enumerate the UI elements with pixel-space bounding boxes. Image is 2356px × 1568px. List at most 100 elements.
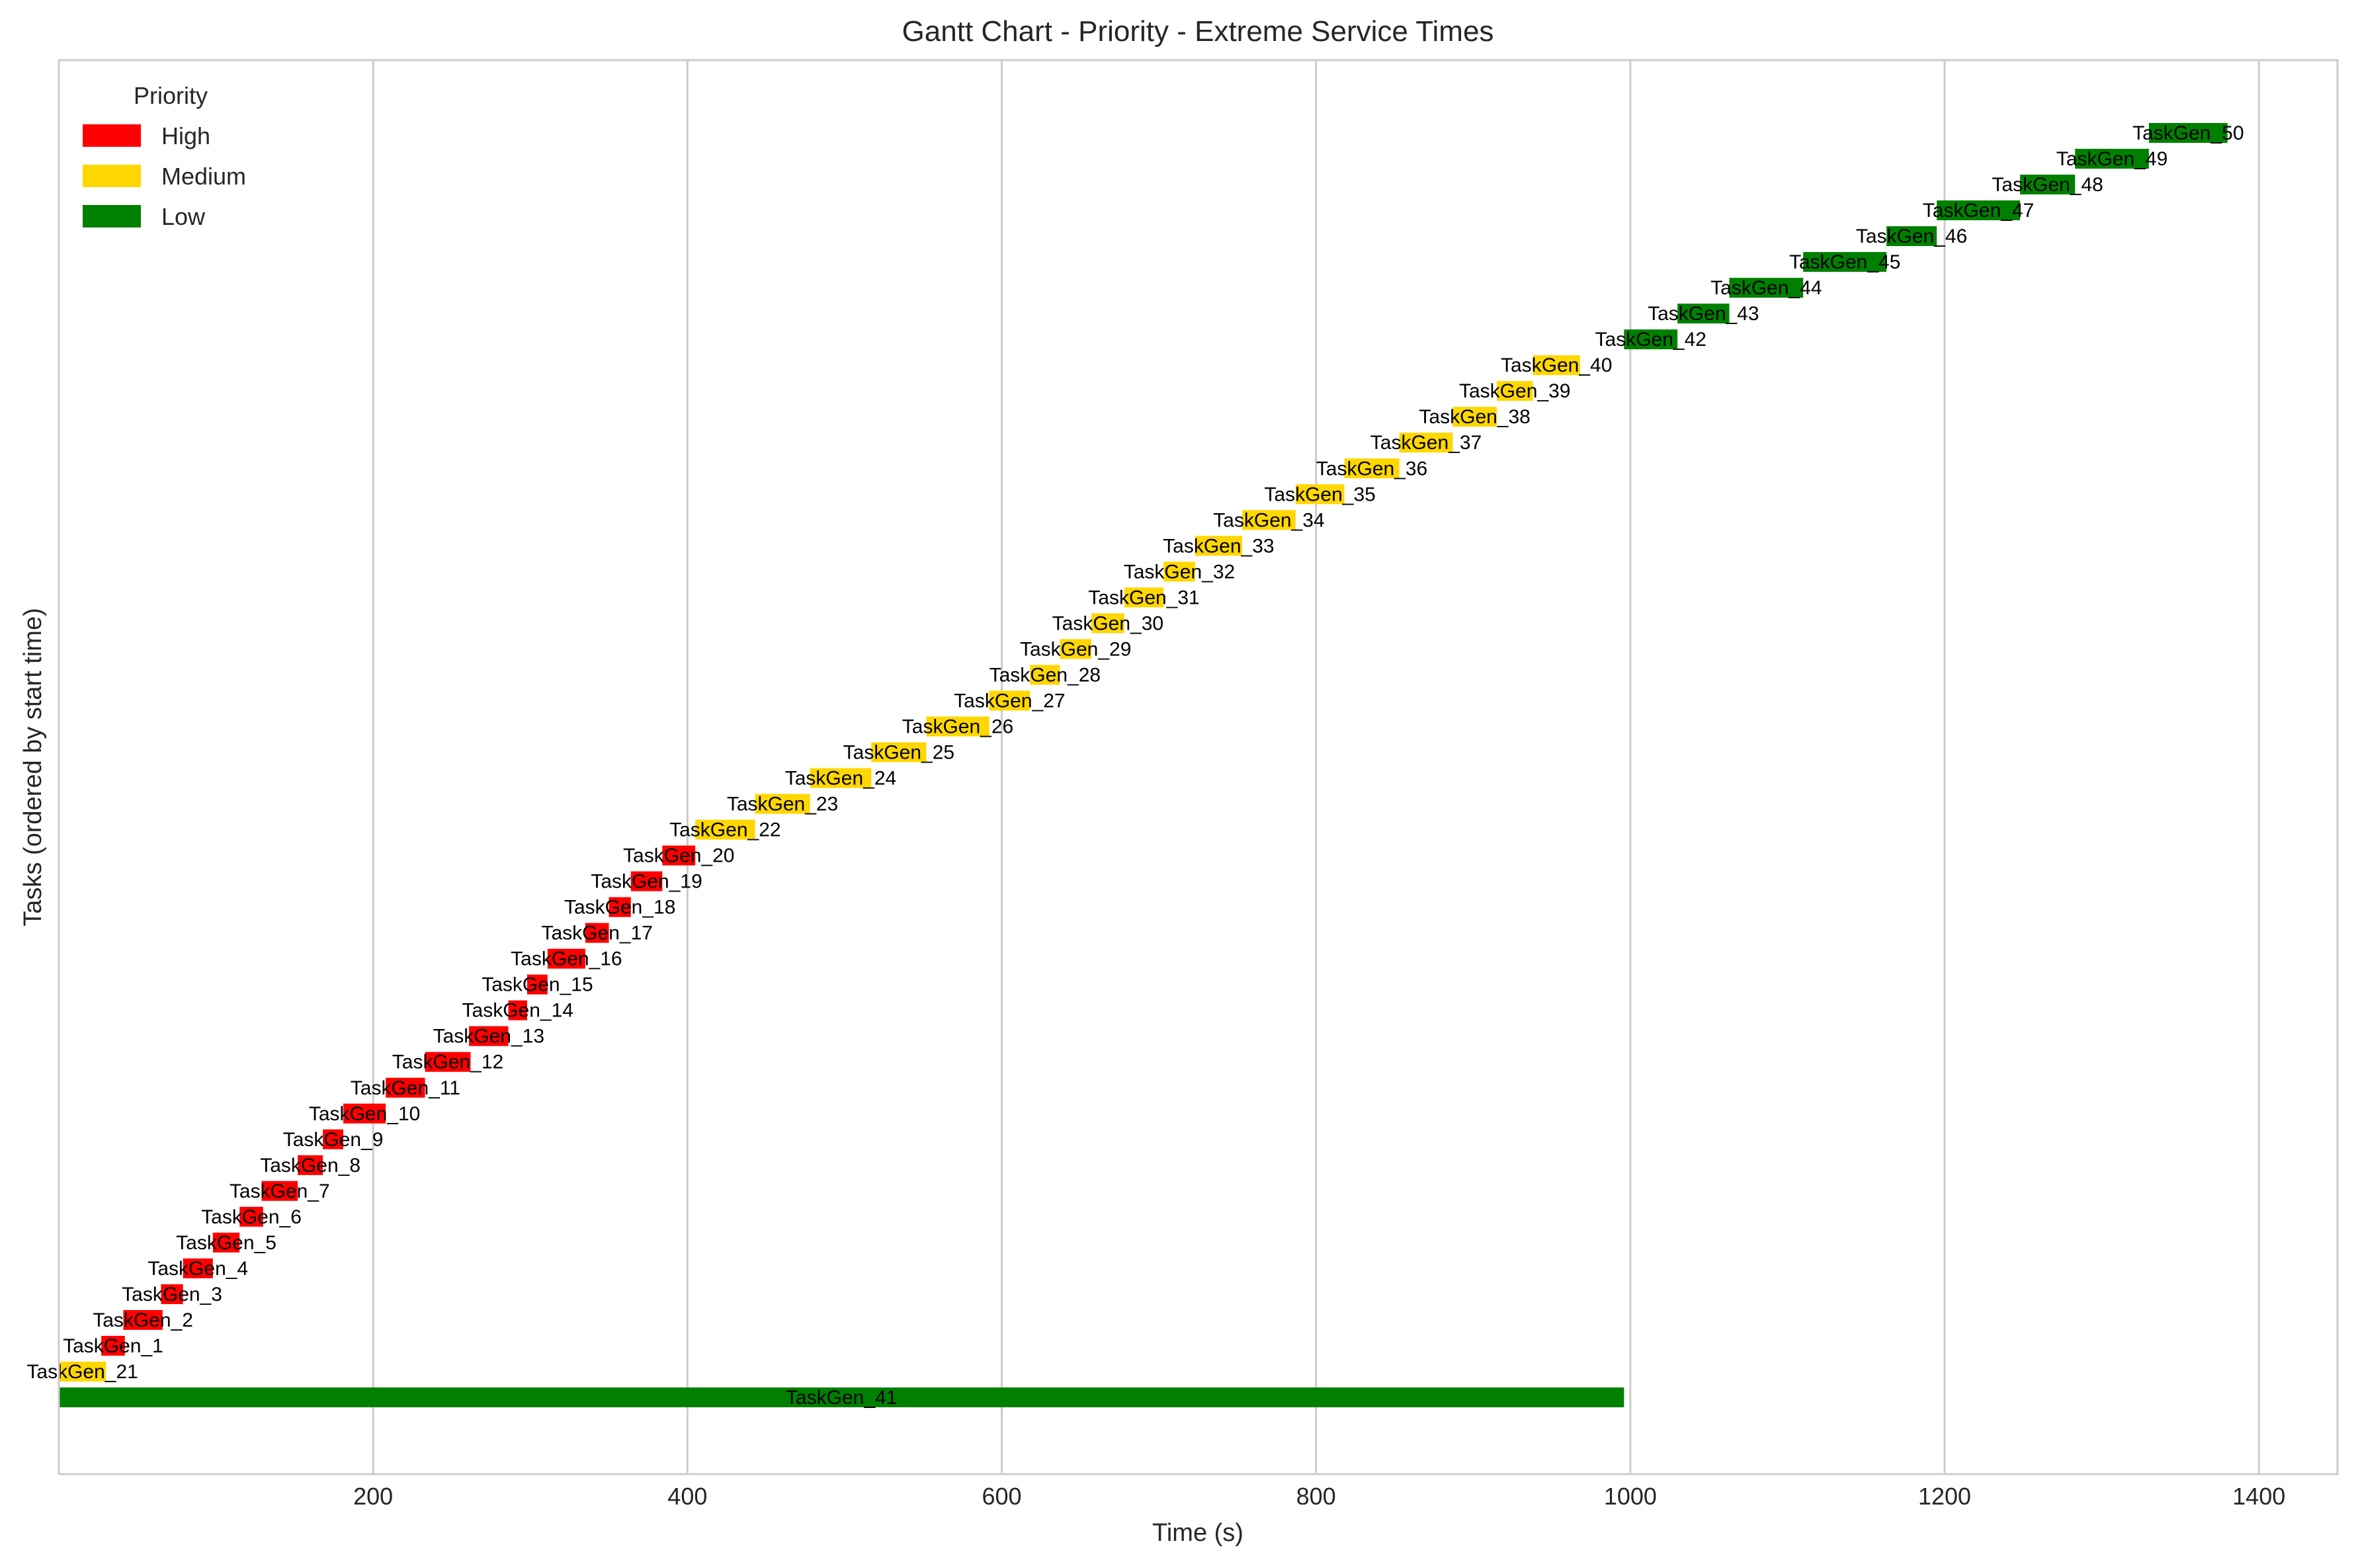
legend-swatch (83, 205, 141, 227)
task-label: TaskGen_50 (2132, 122, 2244, 144)
task-label: TaskGen_37 (1370, 432, 1482, 454)
gantt-bar (323, 1129, 344, 1149)
gantt-bar (1344, 458, 1400, 479)
gantt-bar (871, 742, 927, 763)
bar-layer (59, 123, 2228, 1407)
gantt-bar (1803, 252, 1887, 272)
gantt-bar (212, 1232, 240, 1253)
task-label: TaskGen_35 (1264, 483, 1375, 505)
task-label: TaskGen_36 (1316, 458, 1427, 479)
task-label: TaskGen_4 (147, 1258, 248, 1280)
task-label: TaskGen_30 (1052, 612, 1163, 634)
task-label: TaskGen_31 (1088, 587, 1199, 608)
legend-swatch (83, 165, 141, 187)
legend-swatch (83, 124, 141, 147)
task-label: TaskGen_44 (1710, 277, 1822, 299)
task-label: TaskGen_12 (392, 1052, 503, 1073)
task-label: TaskGen_17 (542, 923, 653, 944)
legend-title: Priority (134, 82, 208, 109)
gantt-bar (343, 1103, 386, 1124)
task-label: TaskGen_29 (1020, 638, 1131, 660)
label-layer: TaskGen_41 TaskGen_21 TaskGen_1 TaskGen_2 Ta… (26, 122, 2244, 1409)
gantt-bar (1399, 433, 1453, 453)
gantt-bar (1124, 587, 1164, 608)
gantt-bar (1496, 381, 1533, 401)
task-label: TaskGen_10 (309, 1103, 420, 1125)
task-label: TaskGen_43 (1648, 303, 1759, 325)
gantt-bar (1060, 639, 1091, 659)
task-label: TaskGen_28 (989, 664, 1101, 686)
gantt-bar (547, 948, 585, 969)
task-label: TaskGen_15 (482, 974, 593, 996)
gantt-bar (1729, 278, 1804, 298)
task-label: TaskGen_27 (954, 690, 1065, 712)
gantt-bar (469, 1026, 509, 1046)
grid-layer (372, 60, 2260, 1474)
task-label: TaskGen_9 (283, 1129, 384, 1151)
gantt-bar (1624, 329, 1678, 350)
x-tick-label: 1000 (1604, 1483, 1657, 1510)
gantt-bar (755, 794, 810, 814)
task-label: TaskGen_47 (1923, 200, 2034, 222)
gantt-bar (630, 871, 663, 891)
gantt-bar (508, 1000, 528, 1020)
task-label: TaskGen_42 (1595, 329, 1706, 351)
legend-entries: High Medium Low (83, 122, 246, 230)
gantt-bar (183, 1258, 213, 1278)
gantt-bar (810, 768, 872, 788)
gantt-bar (1163, 561, 1195, 582)
x-tick-label: 800 (1296, 1483, 1336, 1510)
task-label: TaskGen_2 (93, 1309, 193, 1331)
gantt-bar (695, 819, 755, 840)
task-label: TaskGen_24 (785, 768, 896, 790)
task-label: TaskGen_46 (1856, 226, 1967, 247)
gantt-bar (1030, 665, 1060, 685)
legend-label: High (161, 122, 210, 149)
gantt-bar (1886, 226, 1937, 247)
x-tick-label: 1400 (2232, 1483, 2285, 1510)
gantt-bar (239, 1206, 263, 1227)
task-label: TaskGen_22 (669, 819, 780, 841)
gantt-bar (386, 1077, 425, 1098)
legend-label: Low (161, 203, 206, 230)
task-label: TaskGen_14 (462, 1000, 573, 1022)
x-tick-label: 200 (353, 1483, 393, 1510)
task-label: TaskGen_13 (433, 1026, 544, 1048)
task-label: TaskGen_20 (623, 845, 734, 867)
gantt-bar (1195, 536, 1243, 556)
gantt-bar (101, 1335, 125, 1356)
legend: Priority High Medium Low (83, 82, 246, 230)
gantt-bar (123, 1309, 163, 1330)
x-tick-label: 1200 (1918, 1483, 1971, 1510)
task-label: TaskGen_48 (1992, 174, 2103, 196)
task-label: TaskGen_16 (511, 948, 622, 970)
task-label: TaskGen_7 (230, 1180, 330, 1202)
task-label: TaskGen_6 (201, 1206, 302, 1228)
gantt-bar (1091, 613, 1124, 634)
x-axis-ticks: 200 400 600 800 1000 1200 1400 (353, 1483, 2285, 1510)
task-label: TaskGen_5 (176, 1232, 276, 1254)
gantt-bar (609, 897, 631, 917)
task-label: TaskGen_39 (1459, 380, 1570, 402)
task-label: TaskGen_38 (1419, 406, 1530, 428)
gantt-bar (2148, 123, 2228, 143)
task-label: TaskGen_23 (727, 794, 838, 815)
task-label: TaskGen_32 (1124, 561, 1235, 583)
gantt-bar (1533, 355, 1580, 376)
gantt-bar (1242, 510, 1296, 530)
task-label: TaskGen_25 (843, 741, 954, 763)
gantt-bar (662, 845, 696, 866)
gantt-bar (2020, 175, 2076, 195)
task-label: TaskGen_41 (786, 1387, 897, 1409)
gantt-bar (425, 1052, 471, 1072)
task-label: TaskGen_49 (2056, 148, 2167, 170)
chart-title: Gantt Chart - Priority - Extreme Service… (902, 15, 1494, 48)
gantt-bar (989, 690, 1031, 711)
gantt-bar (585, 923, 609, 943)
task-label: TaskGen_3 (122, 1284, 222, 1305)
gantt-bar (59, 1387, 1624, 1407)
task-label: TaskGen_18 (564, 897, 675, 919)
gantt-bar (2075, 149, 2149, 169)
task-label: TaskGen_45 (1789, 251, 1900, 273)
